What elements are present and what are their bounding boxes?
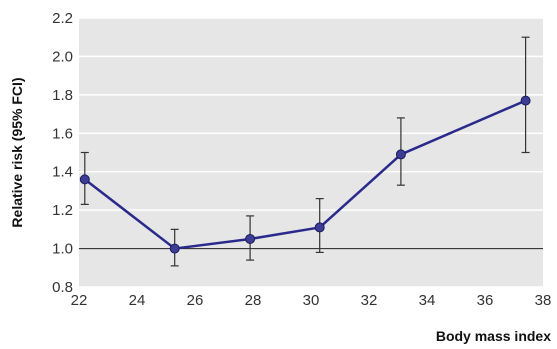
- x-tick-label-34: 34: [419, 292, 436, 309]
- data-point-5: [395, 149, 406, 160]
- data-point-1: [79, 174, 90, 185]
- grid-lines: [79, 17, 543, 288]
- x-tick-label-22: 22: [71, 292, 88, 309]
- x-tick-labels: 22 24 26 28 30 32 34 36 38: [71, 292, 552, 309]
- x-tick-label-24: 24: [129, 292, 146, 309]
- x-tick-label-30: 30: [303, 292, 320, 309]
- plot-background: [79, 18, 543, 287]
- y-tick-label-2-2: 2.2: [52, 10, 73, 27]
- y-tick-label-2: 2.0: [52, 48, 73, 65]
- data-points: [79, 95, 531, 254]
- y-tick-label-0-8: 0.8: [52, 279, 73, 296]
- x-tick-label-32: 32: [361, 292, 378, 309]
- y-tick-label-1-8: 1.8: [52, 87, 73, 104]
- y-axis-title: Relative risk (95% FCI): [9, 77, 25, 227]
- x-tick-label-38: 38: [535, 292, 552, 309]
- x-tick-label-36: 36: [477, 292, 494, 309]
- data-point-3: [245, 233, 256, 244]
- y-tick-label-1-2: 1.2: [52, 202, 73, 219]
- data-point-6: [520, 95, 531, 106]
- data-point-2: [169, 243, 180, 254]
- y-tick-label-1-4: 1.4: [52, 164, 73, 181]
- y-tick-label-1: 1.0: [52, 241, 73, 258]
- x-tick-label-26: 26: [187, 292, 204, 309]
- y-tick-label-1-6: 1.6: [52, 125, 73, 142]
- x-tick-label-28: 28: [245, 292, 262, 309]
- series-line: [84, 99, 527, 250]
- y-tick-labels: 0.8 1.0 1.2 1.4 1.6 1.8 2.0 2.2: [52, 10, 73, 296]
- error-bar-6: [521, 36, 530, 154]
- x-axis-title: Body mass index: [436, 328, 551, 344]
- data-point-4: [314, 222, 325, 233]
